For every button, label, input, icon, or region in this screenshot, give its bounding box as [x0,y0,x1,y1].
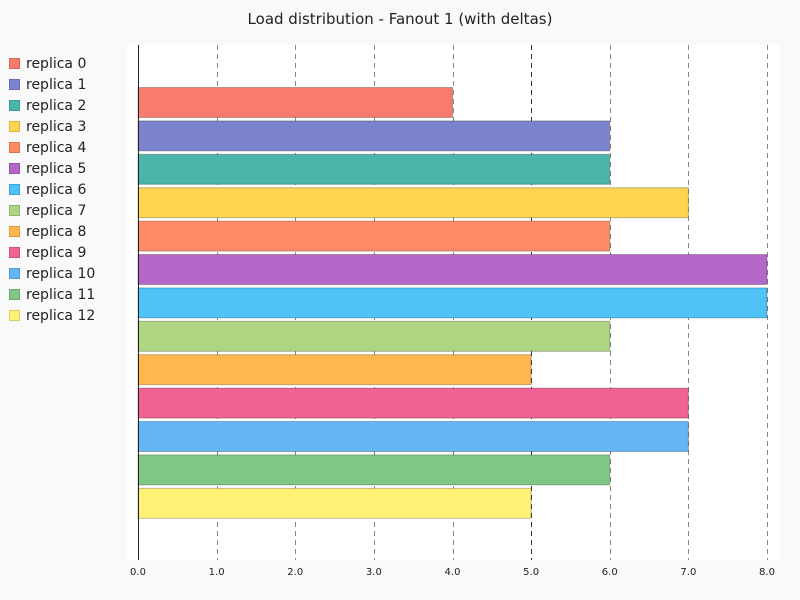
legend-item-replica-5[interactable]: replica 5 [9,158,129,179]
bar-replica-8 [137,354,532,386]
x-tick-label-4: 4.0 [445,567,461,578]
legend-label: replica 11 [26,286,96,303]
legend-swatch [9,58,20,69]
legend-item-replica-3[interactable]: replica 3 [9,116,129,137]
bar-replica-1 [137,120,611,152]
legend-swatch [9,205,20,216]
legend-swatch [9,100,20,111]
legend-item-replica-11[interactable]: replica 11 [9,284,129,305]
legend-swatch [9,184,20,195]
x-tick-label-8: 8.0 [759,567,775,578]
legend-swatch [9,247,20,258]
legend: replica 0 replica 1 replica 2 replica 3 repl… [9,53,129,326]
legend-swatch [9,121,20,132]
x-tick-label-2: 2.0 [287,567,303,578]
legend-item-replica-4[interactable]: replica 4 [9,137,129,158]
bar-replica-0 [137,87,453,118]
bar-replica-2 [137,153,611,185]
legend-swatch [9,268,20,279]
x-tick-label-5: 5.0 [523,567,539,578]
legend-item-replica-12[interactable]: replica 12 [9,305,129,326]
legend-swatch [9,79,20,90]
x-tick-label-0: 0.0 [130,567,146,578]
legend-label: replica 5 [26,160,87,177]
legend-label: replica 0 [26,55,87,72]
chart-title: Load distribution - Fanout 1 (with delta… [247,10,553,28]
legend-swatch [9,289,20,300]
legend-swatch [9,163,20,174]
legend-label: replica 12 [26,307,96,324]
bar-replica-5 [137,254,768,285]
x-tick-label-7: 7.0 [680,567,696,578]
legend-label: replica 10 [26,265,96,282]
bar-replica-12 [137,487,532,519]
legend-item-replica-1[interactable]: replica 1 [9,74,129,95]
bar-replica-11 [137,454,611,486]
x-tick-label-3: 3.0 [366,567,382,578]
bar-replica-6 [137,287,768,319]
legend-item-replica-2[interactable]: replica 2 [9,95,129,116]
legend-item-replica-8[interactable]: replica 8 [9,221,129,242]
legend-swatch [9,310,20,321]
legend-label: replica 6 [26,181,87,198]
legend-label: replica 3 [26,118,87,135]
x-tick-labels: 0.0 1.0 2.0 3.0 4.0 5.0 6.0 7.0 8.0 [130,567,775,578]
legend-item-replica-7[interactable]: replica 7 [9,200,129,221]
bar-replica-9 [137,387,689,419]
legend-item-replica-9[interactable]: replica 9 [9,242,129,263]
legend-label: replica 8 [26,223,87,240]
bar-replica-4 [137,220,611,252]
legend-label: replica 7 [26,202,87,219]
legend-swatch [9,226,20,237]
legend-label: replica 9 [26,244,87,261]
x-tick-label-1: 1.0 [209,567,225,578]
bar-replica-10 [137,421,689,452]
legend-swatch [9,142,20,153]
x-tick-label-6: 6.0 [602,567,618,578]
legend-label: replica 4 [26,139,87,156]
legend-item-replica-6[interactable]: replica 6 [9,179,129,200]
legend-item-replica-0[interactable]: replica 0 [9,53,129,74]
bar-replica-7 [137,320,611,352]
bars [137,87,768,519]
legend-label: replica 2 [26,97,87,114]
legend-label: replica 1 [26,76,87,93]
legend-item-replica-10[interactable]: replica 10 [9,263,129,284]
bar-replica-3 [137,187,689,219]
